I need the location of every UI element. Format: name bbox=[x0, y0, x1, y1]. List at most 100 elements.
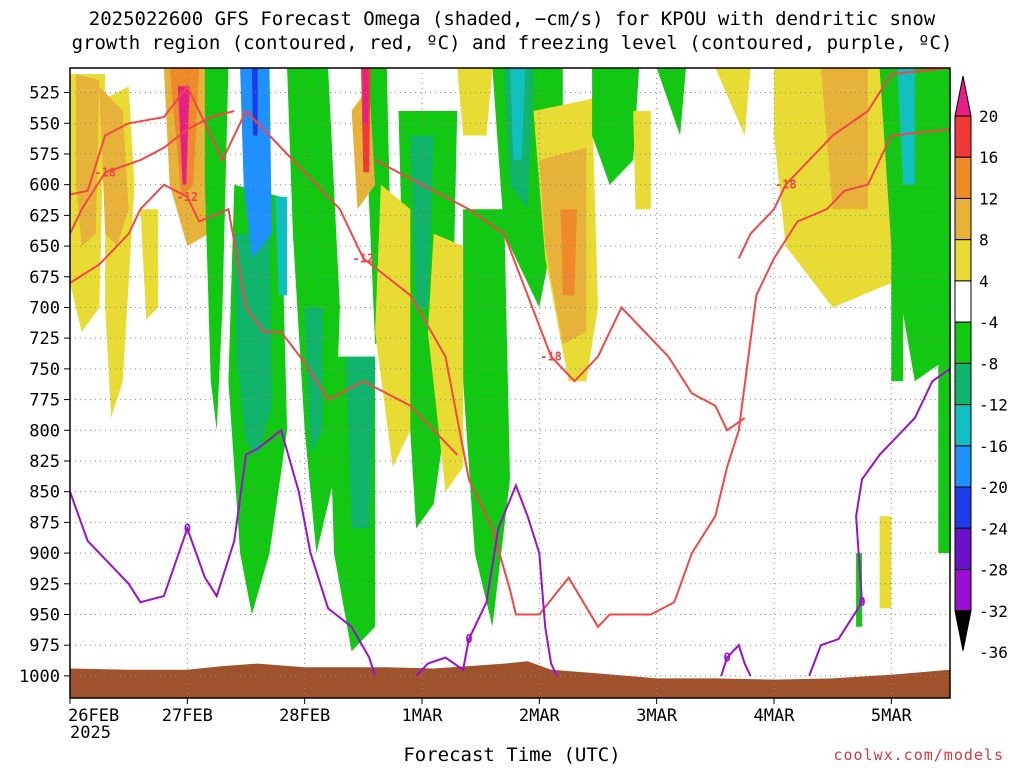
y-tick-label: 825 bbox=[29, 452, 60, 472]
omega-shade-region bbox=[457, 68, 493, 136]
colorbar-label: -36 bbox=[979, 643, 1008, 662]
freezing-contour-line bbox=[415, 482, 558, 677]
y-tick-label: 775 bbox=[29, 391, 60, 411]
dgz-contour-label: -12 bbox=[352, 251, 374, 265]
y-tick-label: 975 bbox=[29, 636, 60, 656]
omega-shade-region bbox=[410, 135, 434, 308]
colorbar-bin bbox=[954, 321, 972, 364]
x-axis: 26FEB 27FEB 28FEB 1MAR 2MAR 3MAR 4MAR 5MAR bbox=[68, 698, 913, 726]
y-tick-label: 750 bbox=[29, 360, 60, 380]
plot-area bbox=[70, 68, 950, 698]
colorbar-label: 20 bbox=[979, 107, 998, 126]
freezing-contour-line bbox=[720, 643, 752, 677]
dgz-contour-line bbox=[737, 68, 950, 259]
omega-shade-region bbox=[427, 233, 464, 492]
colorbar-bottom-arrow bbox=[954, 610, 972, 651]
dgz-contour-line bbox=[374, 159, 746, 432]
colorbar-bin bbox=[954, 527, 972, 571]
y-tick-label: 550 bbox=[29, 114, 60, 134]
y-tick-label: 675 bbox=[29, 268, 60, 288]
omega-shade-region bbox=[204, 68, 229, 431]
colorbar-bin bbox=[954, 197, 972, 241]
chart-title-line2: growth region (contoured, red, ºC) and f… bbox=[71, 32, 953, 54]
freezing-contour-label: 0 bbox=[723, 650, 730, 664]
x-tick-label: 27FEB bbox=[162, 706, 213, 726]
omega-shade-region bbox=[140, 209, 158, 320]
dgz-contour-label: -18 bbox=[775, 178, 797, 192]
dgz-contour-line bbox=[70, 183, 458, 456]
colorbar-label: -32 bbox=[979, 602, 1008, 621]
y-tick-label: 575 bbox=[29, 145, 60, 165]
colorbar-label: -28 bbox=[979, 561, 1008, 580]
y-tick-label: 800 bbox=[29, 421, 60, 441]
colorbar-label: 4 bbox=[979, 272, 989, 291]
colorbar-bin bbox=[954, 404, 972, 447]
colorbar-bin bbox=[954, 486, 972, 529]
omega-shade-region bbox=[510, 68, 526, 161]
colorbar-label: 12 bbox=[979, 189, 998, 208]
omega-shade-region bbox=[304, 307, 323, 455]
colorbar-bin bbox=[954, 115, 972, 158]
contour-layer: -12 -12 -18 -18 -18 0 0 0 0 bbox=[70, 68, 950, 677]
omega-shade-region bbox=[656, 68, 686, 136]
y-tick-label: 925 bbox=[29, 575, 60, 595]
colorbar-label: -20 bbox=[979, 478, 1008, 497]
terrain-fill bbox=[70, 661, 950, 698]
colorbar-bin bbox=[954, 362, 972, 406]
colorbar-top-arrow bbox=[954, 75, 972, 117]
y-tick-label: 600 bbox=[29, 176, 60, 196]
colorbar-bin bbox=[954, 445, 972, 488]
dgz-contour-label: -18 bbox=[94, 165, 116, 179]
omega-shade-region bbox=[897, 68, 915, 185]
x-tick-label: 1MAR bbox=[402, 706, 444, 726]
colorbar-bin bbox=[954, 156, 972, 199]
omega-shade-region bbox=[75, 74, 100, 247]
colorbar-bin bbox=[954, 239, 972, 282]
dgz-contour-label: -18 bbox=[540, 350, 562, 364]
x-tick-label: 28FEB bbox=[279, 706, 330, 726]
colorbar: 20 16 12 8 4 -4 -8 -12 -16 -20 -24 -28 -32 -36 bbox=[954, 75, 1008, 662]
omega-shade-region bbox=[463, 209, 510, 627]
x-axis-title: Forecast Time (UTC) bbox=[403, 744, 621, 766]
colorbar-bin bbox=[954, 569, 972, 612]
y-tick-label: 900 bbox=[29, 544, 60, 564]
x-tick-label: 2MAR bbox=[519, 706, 561, 726]
year-label: 2025 bbox=[70, 723, 111, 743]
chart-title-line1: 2025022600 GFS Forecast Omega (shaded, −… bbox=[88, 8, 936, 30]
colorbar-label: -12 bbox=[979, 396, 1008, 415]
omega-shade-region bbox=[879, 68, 950, 382]
omega-shade-region bbox=[592, 68, 640, 185]
y-tick-label: 950 bbox=[29, 605, 60, 625]
x-tick-label: 4MAR bbox=[754, 706, 796, 726]
credit-text: coolwx.com/models bbox=[833, 746, 1004, 764]
omega-shade-region bbox=[240, 68, 272, 259]
y-tick-label: 1000 bbox=[19, 667, 60, 687]
freezing-contour-label: 0 bbox=[858, 595, 865, 609]
y-axis: 525 550 575 600 625 650 675 700 725 750 775 800 825 8… bbox=[19, 84, 70, 687]
omega-shade-region bbox=[375, 184, 411, 468]
omega-shade-region bbox=[363, 68, 368, 124]
y-tick-label: 650 bbox=[29, 237, 60, 257]
freezing-contour-line bbox=[808, 368, 950, 677]
y-tick-label: 875 bbox=[29, 513, 60, 533]
freezing-contour-line bbox=[70, 428, 377, 677]
omega-shade-region bbox=[879, 516, 892, 609]
dgz-contour-line bbox=[70, 84, 950, 629]
colorbar-bin bbox=[954, 280, 972, 323]
omega-shade-region bbox=[938, 68, 950, 554]
colorbar-label: 8 bbox=[979, 231, 989, 250]
plot-frame bbox=[69, 67, 951, 699]
omega-shade-region bbox=[891, 246, 904, 382]
omega-shade-region bbox=[275, 196, 288, 296]
plot-grid bbox=[70, 68, 950, 698]
colorbar-label: -16 bbox=[979, 437, 1008, 456]
omega-shade-region bbox=[560, 209, 577, 296]
y-tick-label: 625 bbox=[29, 206, 60, 226]
freezing-contour-label: 0 bbox=[184, 522, 191, 536]
dgz-contour-line bbox=[70, 110, 235, 235]
colorbar-label: -8 bbox=[979, 354, 998, 373]
x-tick-label: 26FEB bbox=[68, 706, 119, 726]
omega-shade-region bbox=[715, 68, 751, 136]
y-tick-label: 525 bbox=[29, 84, 60, 104]
